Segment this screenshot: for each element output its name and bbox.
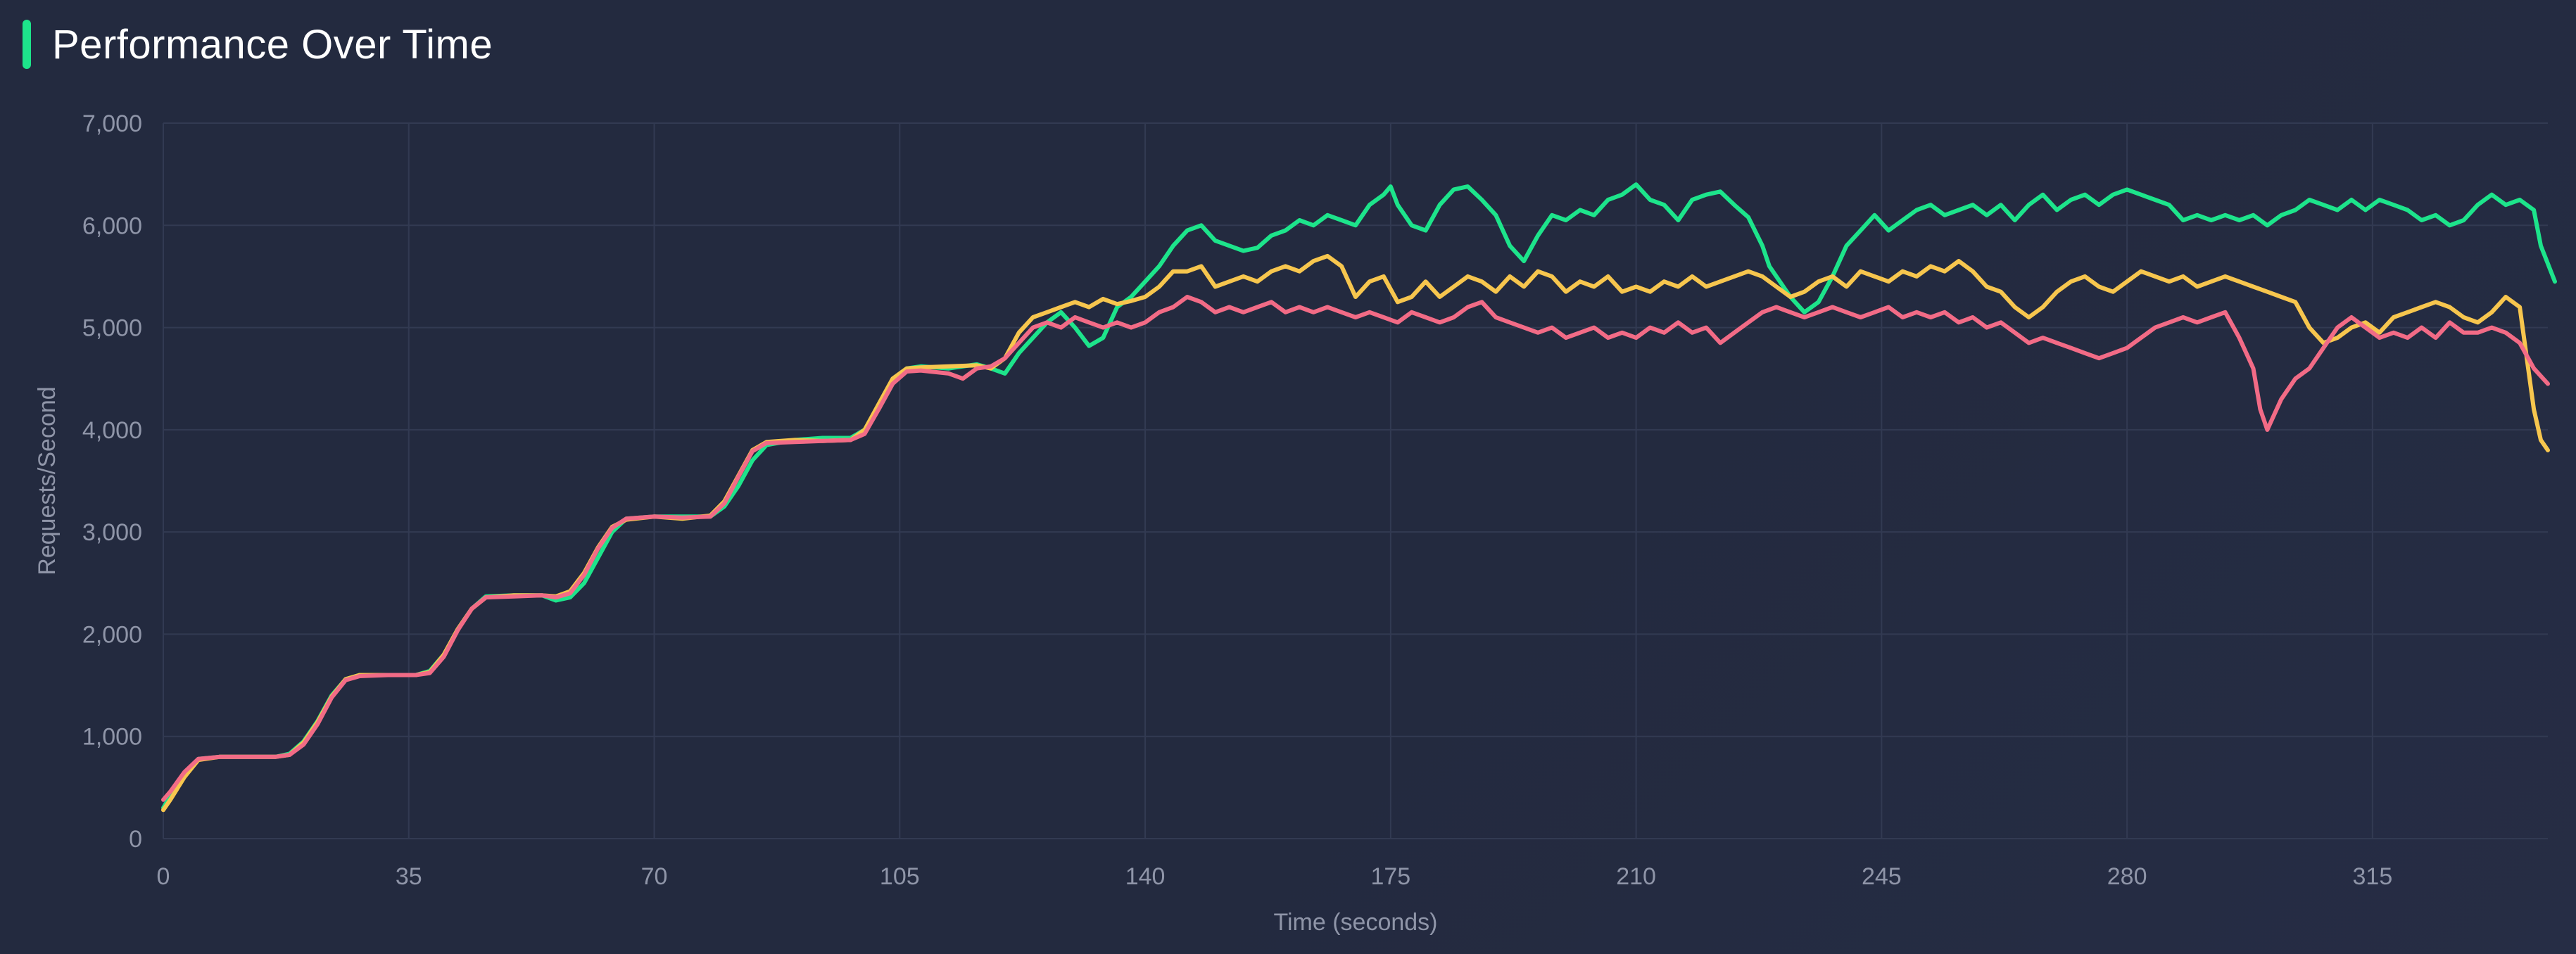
series-line-1 [161, 182, 2557, 810]
title-accent-bar [23, 20, 31, 69]
x-axis-title: Time (seconds) [1273, 909, 1437, 936]
x-tick-label: 140 [1125, 863, 1166, 890]
y-tick-label: 7,000 [82, 110, 142, 137]
x-tick-label: 175 [1370, 863, 1410, 890]
y-axis-ticks: 0 1,000 2,000 3,000 4,000 5,000 6,000 7,000 [82, 110, 142, 853]
series-line-2 [161, 253, 2550, 813]
x-axis-ticks: 0 35 70 105 140 175 210 245 280 315 [157, 863, 2393, 890]
grid [163, 122, 2548, 839]
y-axis-title: Requests/Second [34, 386, 61, 575]
y-tick-label: 4,000 [82, 417, 142, 444]
x-tick-label: 315 [2353, 863, 2393, 890]
x-tick-label: 35 [396, 863, 422, 890]
y-tick-label: 0 [129, 826, 142, 853]
x-tick-label: 70 [641, 863, 668, 890]
y-tick-label: 2,000 [82, 621, 142, 648]
chart-title: Performance Over Time [52, 21, 493, 68]
x-tick-label: 0 [157, 863, 170, 890]
series-lines [161, 182, 2557, 813]
x-tick-label: 105 [880, 863, 920, 890]
series-line-3 [161, 295, 2550, 802]
x-tick-label: 245 [1862, 863, 1902, 890]
y-tick-label: 1,000 [82, 724, 142, 751]
x-tick-label: 210 [1616, 863, 1656, 890]
y-tick-label: 3,000 [82, 519, 142, 546]
chart-header: Performance Over Time [23, 20, 493, 69]
y-tick-label: 5,000 [82, 315, 142, 342]
x-tick-label: 280 [2107, 863, 2147, 890]
y-tick-label: 6,000 [82, 212, 142, 239]
